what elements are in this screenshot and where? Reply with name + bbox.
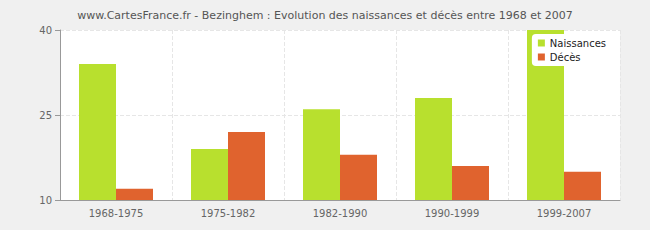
svg-text:1982-1990: 1982-1990 [313, 208, 368, 219]
svg-text:40: 40 [39, 25, 52, 36]
svg-text:1990-1999: 1990-1999 [425, 208, 480, 219]
svg-text:10: 10 [39, 195, 52, 206]
svg-text:1975-1982: 1975-1982 [201, 208, 256, 219]
svg-text:Naissances: Naissances [550, 38, 606, 49]
svg-text:1999-2007: 1999-2007 [537, 208, 592, 219]
svg-text:Décès: Décès [550, 52, 581, 63]
svg-text:www.CartesFrance.fr - Bezinghe: www.CartesFrance.fr - Bezinghem : Evolut… [77, 9, 573, 22]
svg-text:25: 25 [39, 110, 52, 121]
svg-text:1968-1975: 1968-1975 [89, 208, 144, 219]
